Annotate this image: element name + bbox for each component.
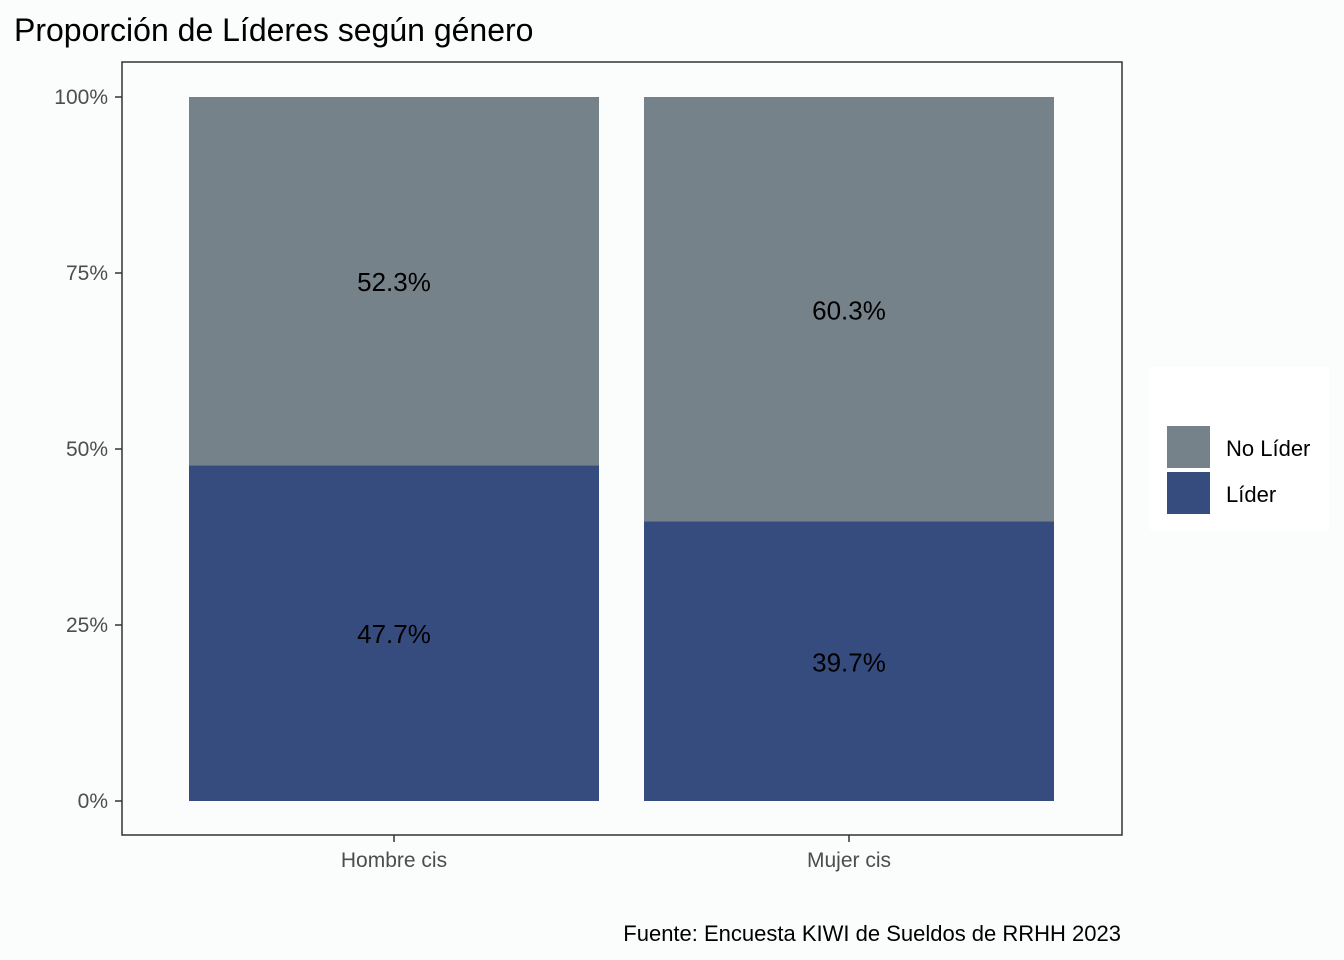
bar-segment-no-líder <box>189 97 599 466</box>
y-tick-label: 100% <box>54 86 108 109</box>
legend: No Líder Líder <box>1150 367 1329 530</box>
bar-segment-líder <box>189 465 599 801</box>
x-axis: Hombre cis Mujer cis <box>341 835 891 872</box>
legend-key <box>1167 472 1210 514</box>
x-tick-label: Mujer cis <box>807 849 891 872</box>
data-label: 52.3% <box>357 267 431 297</box>
legend-label: No Líder <box>1226 436 1310 461</box>
legend-label: Líder <box>1226 482 1276 507</box>
y-tick-label: 50% <box>66 438 108 461</box>
x-tick-label: Hombre cis <box>341 849 447 872</box>
y-tick-label: 75% <box>66 262 108 285</box>
data-label: 47.7% <box>357 619 431 649</box>
data-label: 60.3% <box>812 295 886 325</box>
bars: 47.7% 52.3% 39.7% 60.3% <box>189 97 1054 801</box>
chart-caption: Fuente: Encuesta KIWI de Sueldos de RRHH… <box>623 921 1121 946</box>
y-tick-label: 25% <box>66 614 108 637</box>
bar-segment-no-líder <box>644 97 1054 522</box>
legend-key <box>1167 426 1210 468</box>
y-axis: 0% 25% 50% 75% 100% <box>54 86 122 813</box>
bar-segment-líder <box>644 521 1054 801</box>
chart-title: Proporción de Líderes según género <box>14 12 533 48</box>
data-label: 39.7% <box>812 647 886 677</box>
y-tick-label: 0% <box>78 790 108 813</box>
